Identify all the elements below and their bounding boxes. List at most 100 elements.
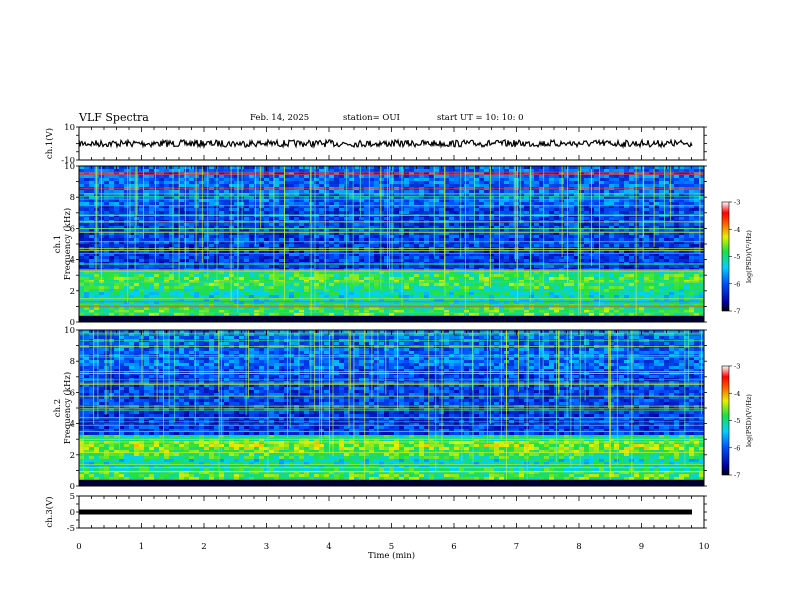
spectrogram-cell [574,199,580,203]
spectrogram-cell [204,178,210,182]
spectrogram-cell [279,253,285,257]
spectrogram-cell [459,226,465,230]
spectrogram-cell [639,223,645,227]
spectrogram-cell [689,208,695,212]
spectrogram-cell [654,256,660,260]
spectrogram-cell [364,235,370,239]
spectrogram-cell [694,193,700,197]
spectrogram-cell [184,250,190,254]
spectrogram-cell [299,196,305,200]
spectrogram-cell [699,238,705,242]
spectrogram-cell [489,271,495,275]
spectrogram-cell [634,235,640,239]
spectrogram-cell [409,229,415,233]
spectrogram-cell [249,166,255,170]
spectrogram-cell [409,172,415,176]
spectrogram-cell [499,181,505,185]
spectrogram-cell [464,277,470,281]
spectrogram-cell [219,259,225,263]
spectrogram-cell [369,235,375,239]
spectrogram-cell [449,211,455,215]
spectrogram-cell [174,238,180,242]
spectrogram-cell [274,178,280,182]
spectrogram-cell [419,178,425,182]
spectrogram-cell [499,244,505,248]
spectrogram-cell [479,283,485,287]
spectrogram-cell [519,271,525,275]
spectrogram-cell [109,265,115,269]
spectrogram-cell [394,232,400,236]
spectrogram-cell [654,181,660,185]
spectrogram-cell [609,211,615,215]
spectrogram-cell [264,229,270,233]
spectrogram-cell [529,235,535,239]
spectrogram-cell [374,169,380,173]
spectrogram-cell [189,283,195,287]
spectrogram-cell [474,178,480,182]
spectrogram-cell [324,253,330,257]
spectrogram-cell [444,253,450,257]
spectrogram-cell [434,283,440,287]
spectrogram-cell [439,238,445,242]
spectrogram-cell [134,223,140,227]
spectrogram-cell [124,250,130,254]
spectrogram-cell [79,265,85,269]
spectrogram-cell [474,202,480,206]
spectrogram-cell [209,193,215,197]
spectrogram-cell [479,190,485,194]
spectrogram-cell [299,238,305,242]
spectrogram-cell [679,235,685,239]
spectrogram-cell [294,181,300,185]
spectrogram-cell [629,253,635,257]
spectrogram-cell [179,202,185,206]
spectrogram-cell [129,184,135,188]
spectrogram-cell [84,205,90,209]
spectrogram-cell [144,223,150,227]
spectrogram-cell [539,169,545,173]
spectrogram-cell [414,232,420,236]
spectrogram-cell [479,229,485,233]
spectrogram-cell [479,226,485,230]
spectrogram-cell [594,271,600,275]
spectrogram-cell [204,235,210,239]
spectrogram-cell [254,265,260,269]
spectrogram-cell [489,208,495,212]
spectrogram-cell [629,184,635,188]
spectrogram-cell [664,181,670,185]
spectrogram-cell [294,202,300,206]
spectrogram-cell [459,202,465,206]
spectrogram-cell [244,274,250,278]
spectrogram-cell [129,169,135,173]
spectrogram-cell [309,169,315,173]
spectrogram-cell [459,271,465,275]
spectrogram-cell [649,223,655,227]
spectrogram-cell [644,232,650,236]
spectrogram-cell [679,277,685,281]
spectrogram-cell [474,193,480,197]
spectrogram-cell [634,181,640,185]
spectrogram-cell [524,193,530,197]
spectrogram-cell [134,274,140,278]
spectrogram-cell [694,277,700,281]
spectrogram-cell [504,226,510,230]
spectrogram-cell [324,274,330,278]
spectrogram-cell [449,277,455,281]
spectrogram-cell [634,223,640,227]
spectrogram-cell [274,283,280,287]
spectrogram-cell [154,256,160,260]
spectrogram-cell [139,226,145,230]
spectrogram-cell [254,283,260,287]
spectrogram-cell [489,238,495,242]
spectrogram-cell [444,175,450,179]
spectrogram-cell [424,181,430,185]
spectrogram-cell [504,190,510,194]
spectrogram-cell [109,283,115,287]
spectrogram-cell [324,271,330,275]
spectrogram-cell [129,193,135,197]
spectrogram-cell [454,190,460,194]
spectrogram-cell [194,238,200,242]
spectrogram-cell [349,229,355,233]
spectrogram-cell [289,271,295,275]
spectrogram-cell [554,202,560,206]
spectrogram-cell [239,196,245,200]
